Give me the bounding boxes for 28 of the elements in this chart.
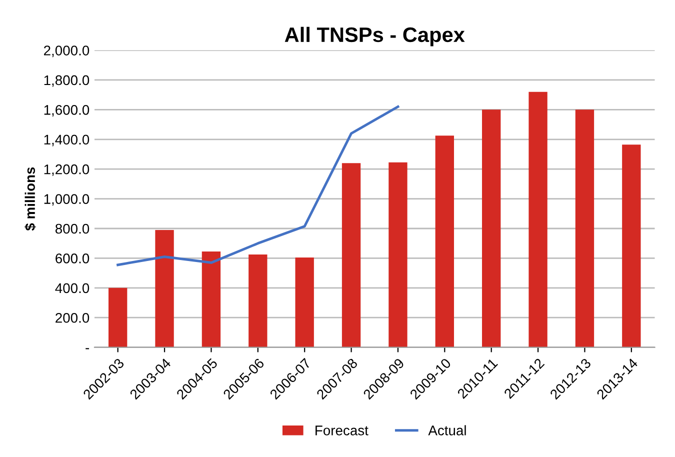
y-tick-label: 200.0 bbox=[56, 312, 90, 323]
bar bbox=[528, 92, 548, 348]
bar bbox=[575, 110, 594, 348]
chart-title: All TNSPs - Capex bbox=[284, 26, 465, 46]
y-tick-label: 1,200.0 bbox=[44, 164, 90, 176]
legend-label: Forecast bbox=[316, 426, 368, 436]
bar bbox=[482, 110, 501, 348]
y-tick-label: - bbox=[86, 348, 90, 350]
bar bbox=[248, 254, 268, 348]
line-series bbox=[116, 105, 400, 266]
bar bbox=[388, 162, 408, 348]
bar bbox=[622, 144, 641, 348]
bar bbox=[295, 257, 314, 348]
bar bbox=[342, 163, 361, 348]
y-tick-label: 600.0 bbox=[56, 254, 90, 264]
y-tick-label: 1,400.0 bbox=[44, 134, 90, 146]
legend-label: Actual bbox=[428, 425, 466, 436]
bar bbox=[202, 252, 221, 348]
y-axis-title: $ millions bbox=[24, 167, 36, 231]
y-tick-label: 2,000.0 bbox=[44, 46, 90, 58]
bar bbox=[108, 288, 128, 348]
y-tick-label: 800.0 bbox=[55, 224, 90, 234]
y-tick-label: 1,600.0 bbox=[44, 105, 90, 116]
bar bbox=[435, 136, 454, 348]
y-tick-label: 400.0 bbox=[55, 283, 90, 294]
y-tick-label: 1,000.0 bbox=[44, 194, 90, 206]
y-tick-label: 1,800.0 bbox=[44, 75, 90, 87]
bar bbox=[155, 230, 174, 348]
